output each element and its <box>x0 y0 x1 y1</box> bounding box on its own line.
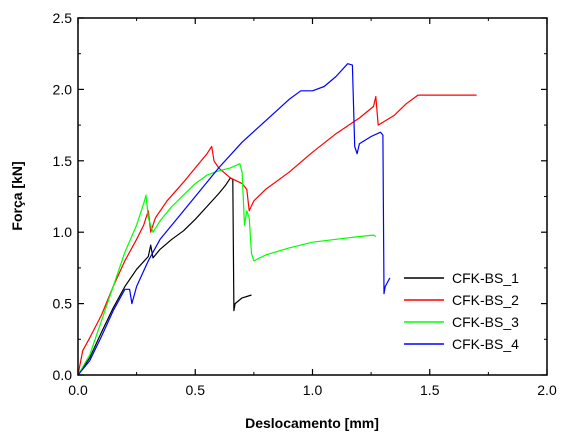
plot-area <box>77 17 548 376</box>
legend: CFK-BS_1 CFK-BS_2 CFK-BS_3 CFK-BS_4 <box>404 270 519 352</box>
y-tick-label: 2.5 <box>53 10 73 26</box>
ticks-layer <box>77 17 548 376</box>
series-line-2 <box>77 94 477 376</box>
x-tick-label: 1.5 <box>420 382 440 398</box>
series-layer <box>77 63 477 376</box>
y-tick-label: 0.5 <box>53 296 73 312</box>
y-tick-label: 2.0 <box>53 81 73 97</box>
x-tick-label: 1.0 <box>303 382 323 398</box>
legend-label-4: CFK-BS_4 <box>452 336 519 352</box>
y-tick-label: 0.0 <box>53 367 73 383</box>
legend-label-3: CFK-BS_3 <box>452 314 519 330</box>
legend-label-1: CFK-BS_1 <box>452 270 519 286</box>
series-line-3 <box>77 163 377 376</box>
y-tick-label: 1.5 <box>53 153 73 169</box>
x-tick-label: 2.0 <box>537 382 557 398</box>
x-tick-label: 0.0 <box>68 382 88 398</box>
x-axis-title: Deslocamento [mm] <box>245 415 379 431</box>
y-axis-title: Força [kN] <box>9 161 25 230</box>
tick-labels-layer: 0.0 0.5 1.0 1.5 2.0 0.0 0.5 1.0 1.5 2.0 2.5 <box>53 10 557 398</box>
y-tick-label: 1.0 <box>53 224 73 240</box>
x-tick-label: 0.5 <box>186 382 206 398</box>
series-line-4 <box>77 63 391 376</box>
legend-label-2: CFK-BS_2 <box>452 292 519 308</box>
series-line-1 <box>77 177 252 376</box>
